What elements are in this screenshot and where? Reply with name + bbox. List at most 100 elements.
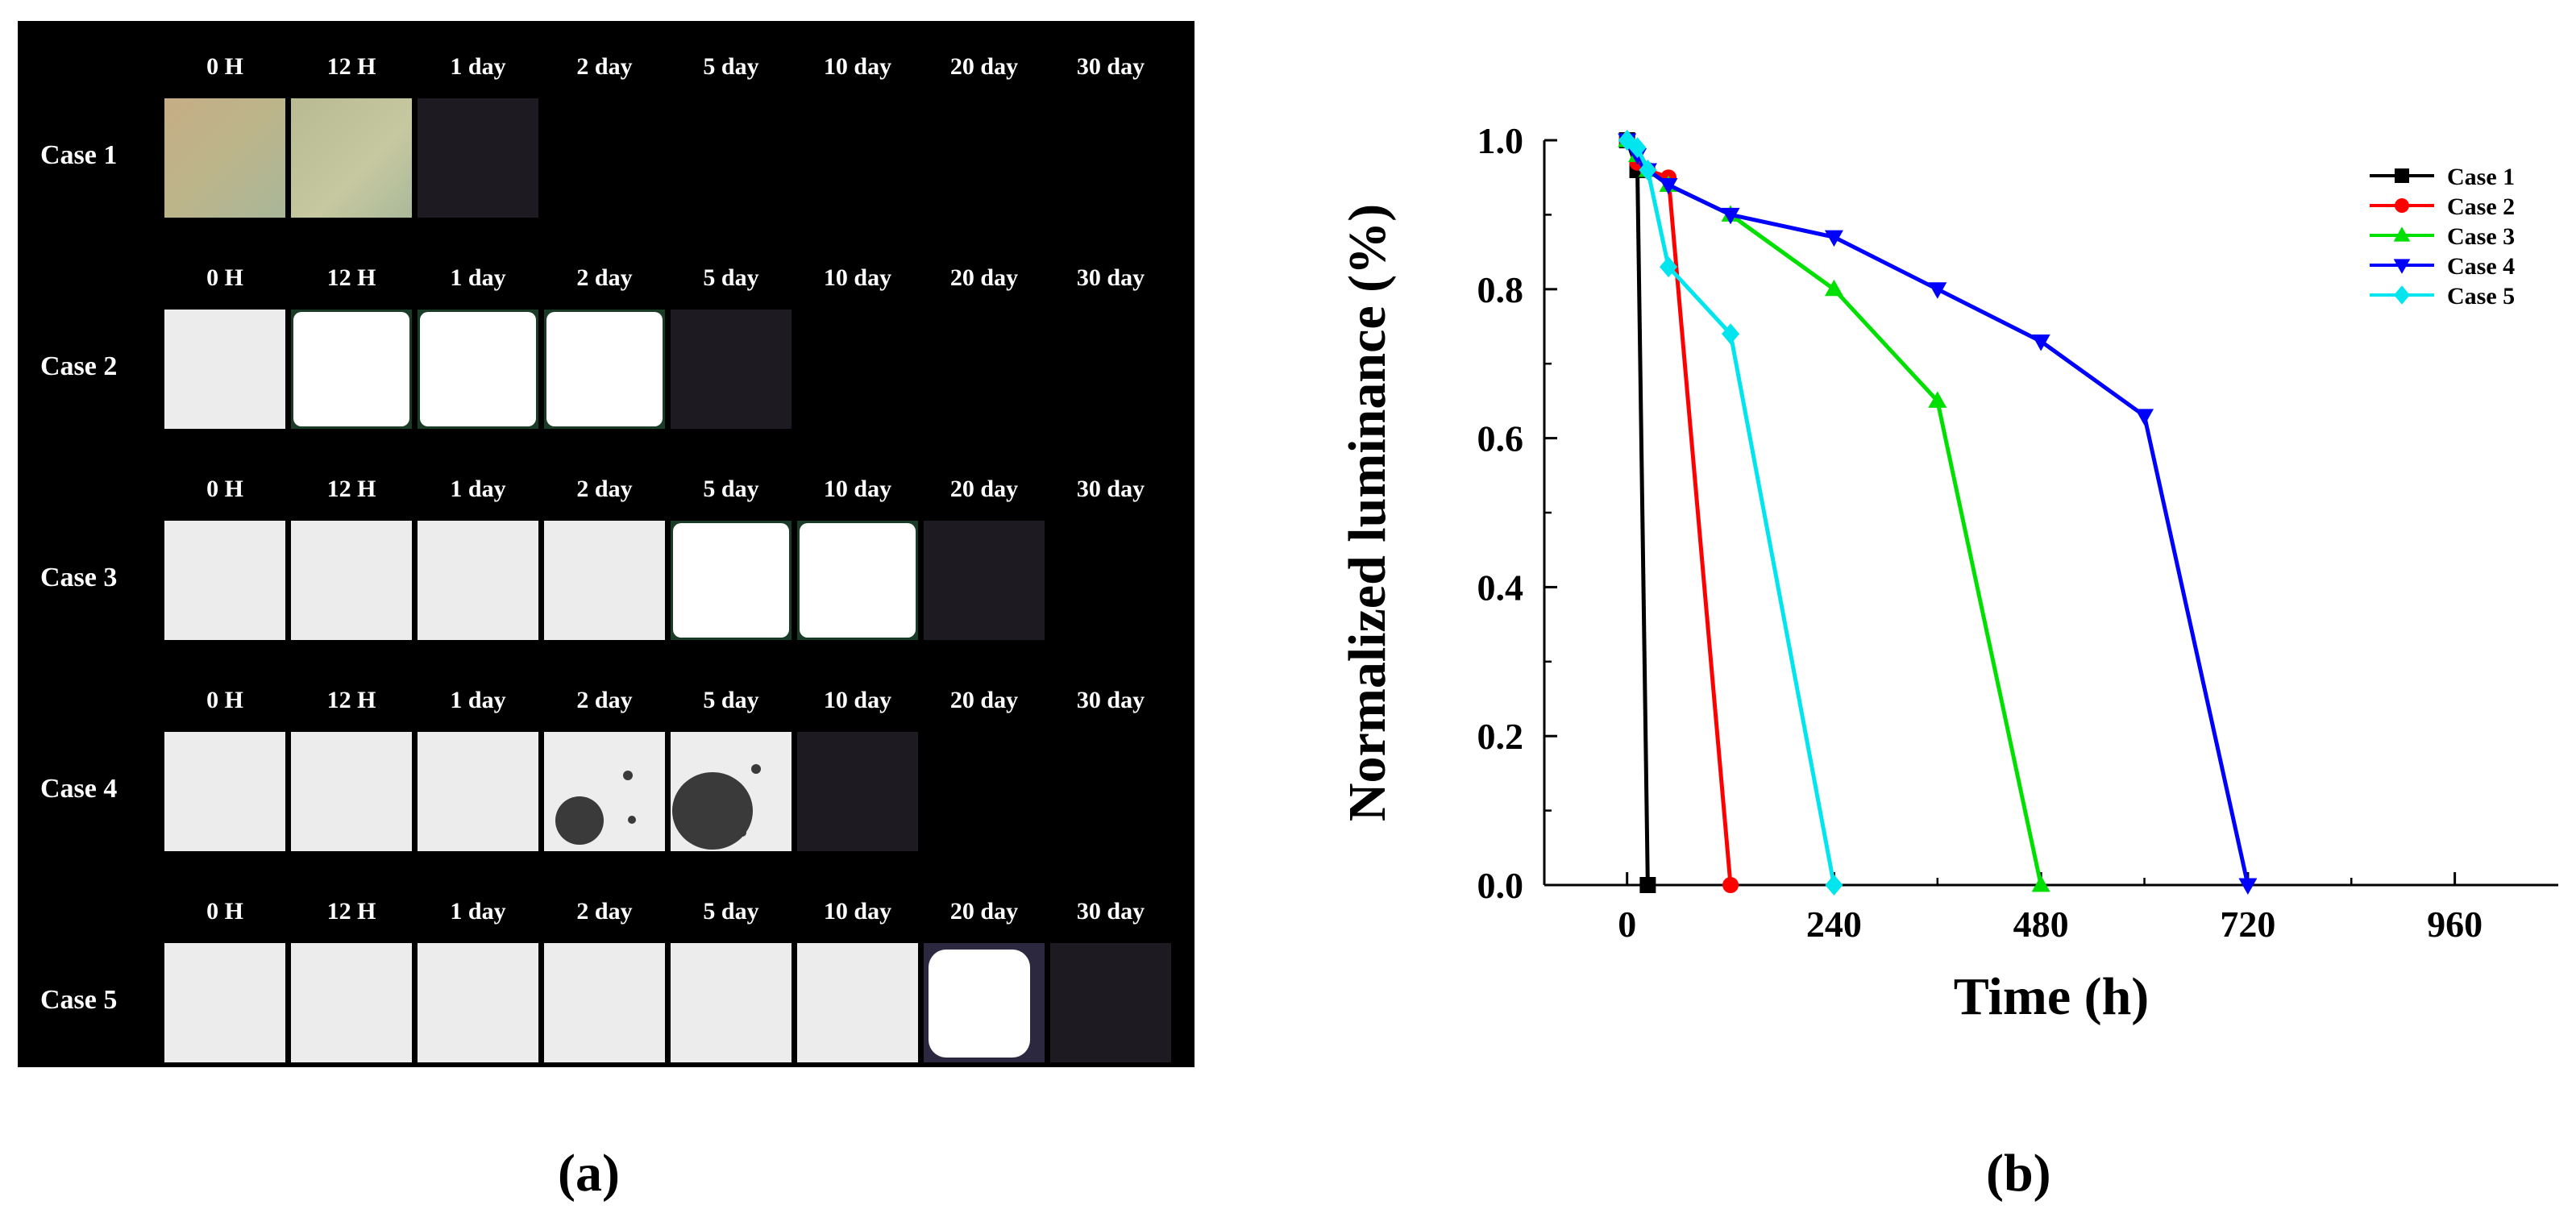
row-label: Case 5 <box>40 985 118 1015</box>
legend-marker-case-1 <box>2395 168 2409 183</box>
dark-spot <box>672 772 753 850</box>
dark-spot <box>555 796 604 845</box>
sample-photo-tile <box>671 943 791 1062</box>
sample-photo-tile <box>797 732 918 851</box>
data-point-case-1 <box>1639 877 1656 893</box>
data-point-case-4 <box>2238 878 2258 895</box>
sample-photo-tile <box>291 98 412 218</box>
column-label: 20 day <box>949 264 1019 291</box>
column-label: 0 H <box>206 264 243 291</box>
sample-photo-tile <box>164 521 285 640</box>
row-label: Case 4 <box>40 774 118 804</box>
series-line-case-5 <box>1626 138 1836 886</box>
sample-photo-tile <box>671 732 791 851</box>
column-label: 2 day <box>576 264 633 291</box>
data-point-case-4 <box>1824 230 1843 247</box>
x-tick-label: 960 <box>2427 904 2483 945</box>
column-label: 10 day <box>823 53 892 80</box>
series-line-case-1 <box>1625 139 1650 886</box>
y-tick-label: 0.6 <box>1477 418 1524 459</box>
dark-spot <box>738 829 746 837</box>
column-label: 20 day <box>949 476 1019 502</box>
dark-spot <box>628 816 636 824</box>
column-label: 20 day <box>949 53 1019 80</box>
y-tick-label: 0.4 <box>1477 567 1524 608</box>
sample-photo-tile <box>164 943 285 1062</box>
luminance-chart-panel: 0.0 0.2 0.4 0.6 0.8 1.0 0 240 480 720 960 Time (h) N… <box>1322 89 2576 1072</box>
legend-label-case-5: Case 5 <box>2447 283 2515 310</box>
column-label: 30 day <box>1076 53 1145 80</box>
series-line-case-3 <box>1625 139 2043 886</box>
column-label: 5 day <box>703 898 759 925</box>
y-tick-label: 0.8 <box>1477 269 1524 310</box>
dark-spot <box>751 764 761 774</box>
sample-photo-tile <box>291 521 412 640</box>
column-label: 10 day <box>823 476 892 502</box>
sample-photo-tile <box>291 310 412 429</box>
y-tick-label: 1.0 <box>1477 120 1524 161</box>
column-label: 5 day <box>703 264 759 291</box>
data-point-case-4 <box>1928 282 1947 299</box>
column-label: 12 H <box>326 476 376 502</box>
legend-label-case-4: Case 4 <box>2447 253 2515 280</box>
sample-photo-tile <box>418 943 538 1062</box>
column-label: 5 day <box>703 687 759 713</box>
column-label: 1 day <box>450 687 506 713</box>
column-label: 1 day <box>450 264 506 291</box>
sample-photo-tile <box>544 310 665 429</box>
sample-photo-tile <box>671 521 791 640</box>
data-point-case-5 <box>1825 875 1843 896</box>
sample-photo-tile <box>418 732 538 851</box>
sample-photo-tile <box>418 98 538 218</box>
column-label: 2 day <box>576 476 633 502</box>
luminance-chart: 0.0 0.2 0.4 0.6 0.8 1.0 0 240 480 720 960 Time (h) N… <box>1338 120 2558 1026</box>
column-label: 0 H <box>206 53 243 80</box>
column-label: 10 day <box>823 898 892 925</box>
data-point-case-4 <box>1659 177 1678 195</box>
column-label: 5 day <box>703 53 759 80</box>
column-label: 20 day <box>949 898 1019 925</box>
sample-photo-tile <box>671 310 791 429</box>
data-point-case-3 <box>1928 391 1947 408</box>
sample-photo-tile <box>164 732 285 851</box>
column-label: 0 H <box>206 476 243 502</box>
legend-label-case-2: Case 2 <box>2447 193 2515 220</box>
sample-photo-tile <box>164 98 285 218</box>
column-label: 2 day <box>576 53 633 80</box>
column-label: 2 day <box>576 687 633 713</box>
y-tick-label: 0.0 <box>1477 865 1524 906</box>
column-label: 10 day <box>823 264 892 291</box>
column-label: 20 day <box>949 687 1019 713</box>
column-label: 12 H <box>326 687 376 713</box>
sample-photo-tile <box>924 521 1045 640</box>
sample-photo-tile <box>291 732 412 851</box>
data-point-case-5 <box>1628 137 1647 159</box>
data-point-case-5 <box>1660 256 1678 278</box>
column-label: 0 H <box>206 687 243 713</box>
dark-spot <box>623 771 633 780</box>
sample-photo-tile <box>544 521 665 640</box>
sample-photo-tile <box>797 521 918 640</box>
column-label: 12 H <box>326 898 376 925</box>
x-axis-title: Time (h) <box>1954 967 2150 1026</box>
sample-photo-tile <box>291 943 412 1062</box>
column-label: 30 day <box>1076 687 1145 713</box>
sample-photo-tile <box>1050 943 1171 1062</box>
column-label: 1 day <box>450 476 506 502</box>
row-label: Case 1 <box>40 140 118 170</box>
x-tick-label: 0 <box>1618 904 1636 945</box>
column-label: 30 day <box>1076 898 1145 925</box>
data-point-case-3 <box>1824 279 1843 297</box>
column-label: 2 day <box>576 898 633 925</box>
row-label: Case 2 <box>40 351 118 381</box>
data-point-case-5 <box>1722 323 1740 345</box>
legend-label-case-1: Case 1 <box>2447 164 2515 190</box>
sample-photo-tile <box>544 943 665 1062</box>
y-tick-label: 0.2 <box>1477 716 1524 757</box>
column-label: 1 day <box>450 898 506 925</box>
y-axis-title: Normalized luminance (%) <box>1338 204 1397 821</box>
column-label: 12 H <box>326 53 376 80</box>
column-label: 30 day <box>1076 264 1145 291</box>
sample-photo-tile <box>797 943 918 1062</box>
column-label: 10 day <box>823 687 892 713</box>
